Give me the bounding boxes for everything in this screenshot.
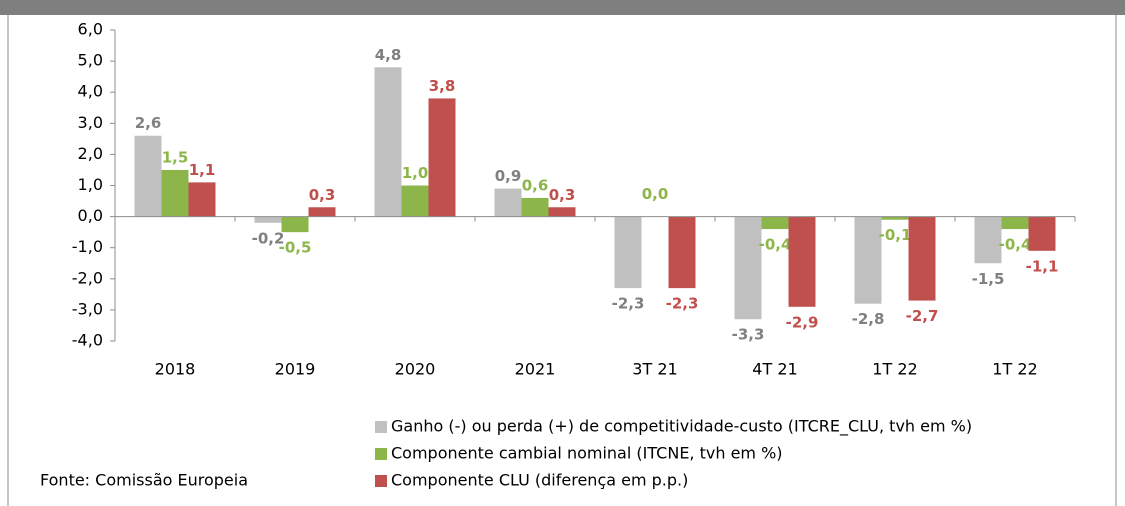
- y-tick-label: 2,0: [78, 144, 103, 163]
- value-label: 0,3: [309, 186, 336, 204]
- bar: [734, 216, 762, 320]
- bar: [668, 216, 696, 289]
- y-tick-label: 6,0: [78, 20, 103, 39]
- bar: [428, 98, 456, 217]
- value-label: 0,6: [522, 176, 549, 194]
- value-label: 0,0: [642, 185, 669, 203]
- legend-swatch: [375, 421, 387, 433]
- bar: [254, 216, 282, 223]
- y-tick-label: 5,0: [78, 51, 103, 70]
- value-label: 0,3: [549, 186, 576, 204]
- x-tick-label: 2021: [515, 360, 556, 379]
- x-tick-label: 3T 21: [632, 360, 677, 379]
- legend-swatch: [375, 475, 387, 487]
- bar: [788, 216, 816, 307]
- bar: [761, 216, 789, 230]
- bar: [374, 67, 402, 217]
- x-tick-label: 2019: [275, 360, 316, 379]
- value-label: 4,8: [375, 46, 402, 64]
- value-label: -1,5: [972, 270, 1005, 288]
- value-label: 1,0: [402, 164, 429, 182]
- bar: [188, 182, 216, 217]
- bar: [854, 216, 882, 304]
- x-tick-label: 2018: [155, 360, 196, 379]
- value-label: -2,3: [612, 295, 645, 313]
- y-tick-label: -4,0: [72, 331, 103, 350]
- bar: [281, 216, 309, 233]
- y-tick-label: 3,0: [78, 113, 103, 132]
- bar: [134, 135, 162, 217]
- value-label: 3,8: [429, 77, 456, 95]
- bar: [1001, 216, 1029, 230]
- x-tick-label: 4T 21: [752, 360, 797, 379]
- x-tick-label: 1T 22: [992, 360, 1037, 379]
- legend-label: Componente CLU (diferença em p.p.): [391, 471, 688, 490]
- value-label: 0,9: [495, 167, 522, 185]
- y-tick-label: -2,0: [72, 268, 103, 287]
- x-tick-label: 1T 22: [872, 360, 917, 379]
- x-tick-label: 2020: [395, 360, 436, 379]
- value-label: -2,3: [666, 295, 699, 313]
- value-label: -3,3: [732, 326, 765, 344]
- bar: [974, 216, 1002, 264]
- title-band: [0, 0, 1125, 15]
- bar: [521, 197, 549, 217]
- y-tick-label: 1,0: [78, 175, 103, 194]
- value-label: 1,1: [189, 161, 216, 179]
- bar: [308, 207, 336, 217]
- bar: [881, 216, 909, 220]
- y-tick-label: 0,0: [78, 206, 103, 225]
- value-label: -0,1: [879, 226, 912, 244]
- value-label: 2,6: [135, 114, 162, 132]
- bar: [614, 216, 642, 289]
- y-tick-label: -1,0: [72, 237, 103, 256]
- bar: [494, 188, 522, 217]
- value-label: 1,5: [162, 148, 189, 166]
- value-label: -1,1: [1026, 257, 1059, 275]
- legend-label: Ganho (-) ou perda (+) de competitividad…: [391, 417, 972, 437]
- bar: [1028, 216, 1056, 251]
- y-tick-label: 4,0: [78, 82, 103, 101]
- value-label: -2,8: [852, 310, 885, 328]
- value-label: -2,7: [906, 307, 939, 325]
- value-label: -2,9: [786, 313, 819, 331]
- bar: [908, 216, 936, 301]
- legend-label: Componente cambial nominal (ITCNE, tvh e…: [391, 444, 783, 463]
- source: Fonte: Comissão Europeia: [40, 471, 248, 490]
- bar: [401, 185, 429, 217]
- bar: [548, 207, 576, 217]
- legend-swatch: [375, 448, 387, 460]
- bar: [161, 169, 189, 217]
- value-label: -0,5: [279, 239, 312, 257]
- y-tick-label: -3,0: [72, 299, 103, 318]
- value-label: -0,2: [252, 229, 285, 247]
- value-label: -0,4: [759, 236, 792, 254]
- value-label: -0,4: [999, 236, 1032, 254]
